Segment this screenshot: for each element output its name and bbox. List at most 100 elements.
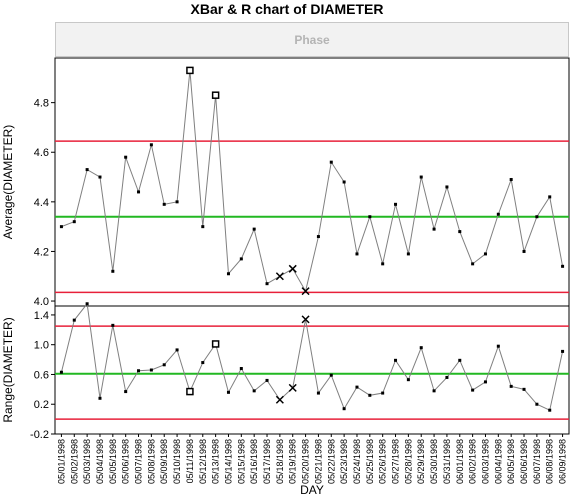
x-tick-label: 05/24/1998: [352, 439, 362, 484]
x-axis-label: DAY: [300, 483, 324, 497]
xbar-point: [316, 235, 320, 239]
x-tick-label: 06/05/1998: [506, 439, 516, 484]
x-tick-label: 05/27/1998: [391, 439, 401, 484]
x-tick-label: 05/05/1998: [108, 439, 118, 484]
x-tick-label: 05/11/1998: [185, 439, 195, 483]
range-point: [316, 391, 320, 395]
xbar-point: [59, 225, 63, 229]
x-tick-label: 05/26/1998: [378, 439, 388, 484]
xbar-point: [496, 212, 500, 216]
x-tick-label: 05/03/1998: [82, 439, 92, 484]
x-tick-label: 06/04/1998: [493, 439, 503, 484]
xbar-plot-frame: [54, 57, 570, 307]
range-point: [239, 367, 243, 371]
xbar-point: [419, 175, 423, 179]
range-point: [548, 408, 552, 412]
x-tick-label: 05/29/1998: [416, 439, 426, 484]
range-point-flag-x: [301, 315, 310, 324]
xbar-point: [175, 200, 179, 204]
xbar-point: [432, 227, 436, 231]
xbar-series-line: [61, 70, 564, 293]
x-tick-label: 05/30/1998: [429, 439, 439, 484]
xbar-point: [329, 160, 333, 164]
xbar-point: [406, 252, 410, 256]
range-point: [355, 385, 359, 389]
xbar-ytick-label: 4.8: [34, 98, 49, 110]
range-point: [149, 368, 153, 372]
xbar-point: [394, 202, 398, 206]
xbar-point: [201, 225, 205, 229]
range-point: [509, 384, 513, 388]
range-point: [419, 346, 423, 350]
range-point: [471, 388, 475, 392]
x-tick-label: 05/15/1998: [236, 439, 246, 484]
xbar-point: [72, 220, 76, 224]
xbar-point: [226, 272, 230, 276]
xbar-point: [368, 215, 372, 219]
x-tick-label: 05/31/1998: [442, 439, 452, 484]
range-point: [394, 358, 398, 362]
range-point: [522, 387, 526, 391]
xbar-point-flag-x: [301, 287, 310, 296]
range-point: [201, 361, 205, 365]
xbar-point: [561, 264, 565, 268]
range-point: [85, 302, 89, 306]
x-tick-label: 05/12/1998: [198, 439, 208, 484]
x-tick-label: 05/08/1998: [146, 439, 156, 484]
range-point: [445, 375, 449, 379]
range-point: [329, 373, 333, 377]
xbar-point: [124, 155, 128, 159]
range-point: [137, 369, 141, 373]
x-tick-label: 05/09/1998: [159, 439, 169, 484]
xbar-point: [149, 143, 153, 147]
xbar-ytick-label: 4.6: [34, 147, 49, 159]
xbar-point: [509, 178, 513, 182]
range-point: [162, 363, 166, 367]
range-point: [111, 323, 115, 327]
range-point: [535, 402, 539, 406]
x-tick-label: 05/28/1998: [403, 439, 413, 484]
x-tick-label: 05/17/1998: [262, 439, 272, 484]
xbar-ytick-label: 4.0: [34, 296, 49, 308]
range-point: [368, 393, 372, 397]
range-point: [496, 344, 500, 348]
range-ytick-label: 1.0: [34, 340, 49, 352]
range-point: [98, 396, 102, 400]
x-tick-label: 05/18/1998: [275, 439, 285, 484]
x-tick-label: 05/16/1998: [249, 439, 259, 484]
range-point: [458, 358, 462, 362]
x-tick-label: 05/20/1998: [301, 439, 311, 484]
range-point-flag-square: [186, 387, 194, 396]
xbar-point: [483, 252, 487, 256]
x-tick-label: 06/06/1998: [519, 439, 529, 484]
x-tick-label: 05/21/1998: [313, 439, 323, 484]
range-y-axis-label: Range(DIAMETER): [1, 317, 15, 422]
xbar-point: [535, 215, 539, 219]
range-point: [72, 318, 76, 322]
x-tick-label: 05/10/1998: [172, 439, 182, 484]
x-tick-label: 06/09/1998: [558, 439, 568, 484]
x-tick-label: 05/06/1998: [121, 439, 131, 484]
xbar-point-flag-square: [211, 91, 220, 99]
range-point: [265, 378, 269, 382]
phase-header[interactable]: Phase: [55, 22, 569, 57]
xbar-point: [342, 180, 346, 184]
x-tick-label: 05/14/1998: [223, 439, 233, 484]
range-point: [175, 348, 179, 352]
x-tick-label: 05/04/1998: [95, 439, 105, 484]
range-point: [381, 391, 385, 395]
xbar-point: [239, 257, 243, 261]
xbar-point-flag-x: [288, 264, 297, 273]
x-tick-label: 06/01/1998: [455, 439, 465, 484]
range-plot-frame: [54, 305, 570, 435]
range-point-flag-x: [275, 395, 284, 404]
range-point: [59, 370, 63, 374]
x-tick-label: 05/25/1998: [365, 439, 375, 484]
xbar-point: [445, 185, 449, 189]
xbar-point: [85, 168, 89, 172]
range-point: [342, 407, 346, 411]
range-ytick-label: 0.2: [34, 399, 49, 411]
xbar-y-axis-label: Average(DIAMETER): [1, 125, 15, 239]
xbar-point: [522, 249, 526, 253]
